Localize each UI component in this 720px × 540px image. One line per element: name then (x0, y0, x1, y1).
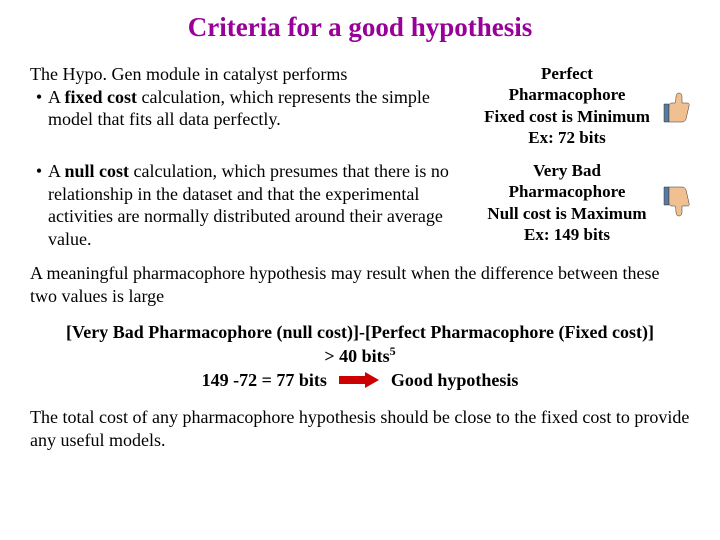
side1-l3: Fixed cost is Minimum (480, 106, 654, 127)
slide-title: Criteria for a good hypothesis (30, 12, 690, 43)
paragraph-1: A meaningful pharmacophore hypothesis ma… (30, 262, 690, 307)
formula-line-2: 149 -72 = 77 bits Good hypothesis (60, 369, 660, 392)
formula-l1-sup: 5 (390, 344, 396, 358)
thumbs-up-icon (658, 86, 690, 126)
formula-l2-right: Good hypothesis (391, 369, 519, 392)
right-col-2: Very Bad Pharmacophore Null cost is Maxi… (480, 160, 690, 245)
slide-container: Criteria for a good hypothesis The Hypo.… (0, 0, 720, 471)
side1-l2: Pharmacophore (480, 84, 654, 105)
paragraph-2: The total cost of any pharmacophore hypo… (30, 406, 690, 451)
bullet-1-text: A fixed cost calculation, which represen… (48, 86, 472, 131)
side2-l2: Pharmacophore (480, 181, 654, 202)
left-col-2: • A null cost calculation, which presume… (30, 160, 480, 250)
intro-text: The Hypo. Gen module in catalyst perform… (30, 63, 472, 86)
bullet1-prefix: A (48, 87, 65, 107)
side1-l4: Ex: 72 bits (480, 127, 654, 148)
formula-line-1: [Very Bad Pharmacophore (null cost)]-[Pe… (60, 321, 660, 369)
right-col-1: Perfect Pharmacophore Fixed cost is Mini… (480, 63, 690, 148)
section-row-1: The Hypo. Gen module in catalyst perform… (30, 63, 690, 148)
bullet2-prefix: A (48, 161, 65, 181)
bullet1-bold: fixed cost (65, 87, 137, 107)
side-text-1: Perfect Pharmacophore Fixed cost is Mini… (480, 63, 654, 148)
side-text-2: Very Bad Pharmacophore Null cost is Maxi… (480, 160, 654, 245)
bullet2-bold: null cost (65, 161, 130, 181)
formula-block: [Very Bad Pharmacophore (null cost)]-[Pe… (60, 321, 660, 392)
side2-l3: Null cost is Maximum (480, 203, 654, 224)
bullet-2-text: A null cost calculation, which presumes … (48, 160, 472, 250)
formula-l1-text: [Very Bad Pharmacophore (null cost)]-[Pe… (66, 322, 654, 366)
arrow-right-icon (339, 372, 379, 388)
bullet-2: • A null cost calculation, which presume… (30, 160, 472, 250)
side1-l1: Perfect (480, 63, 654, 84)
bullet-1: • A fixed cost calculation, which repres… (30, 86, 472, 131)
bullet-mark: • (30, 86, 48, 131)
thumbs-down-icon (658, 183, 690, 223)
bullet-mark: • (30, 160, 48, 250)
left-col-1: The Hypo. Gen module in catalyst perform… (30, 63, 480, 131)
formula-l2-left: 149 -72 = 77 bits (202, 369, 327, 392)
section-row-2: • A null cost calculation, which presume… (30, 160, 690, 250)
side2-l4: Ex: 149 bits (480, 224, 654, 245)
side2-l1: Very Bad (480, 160, 654, 181)
